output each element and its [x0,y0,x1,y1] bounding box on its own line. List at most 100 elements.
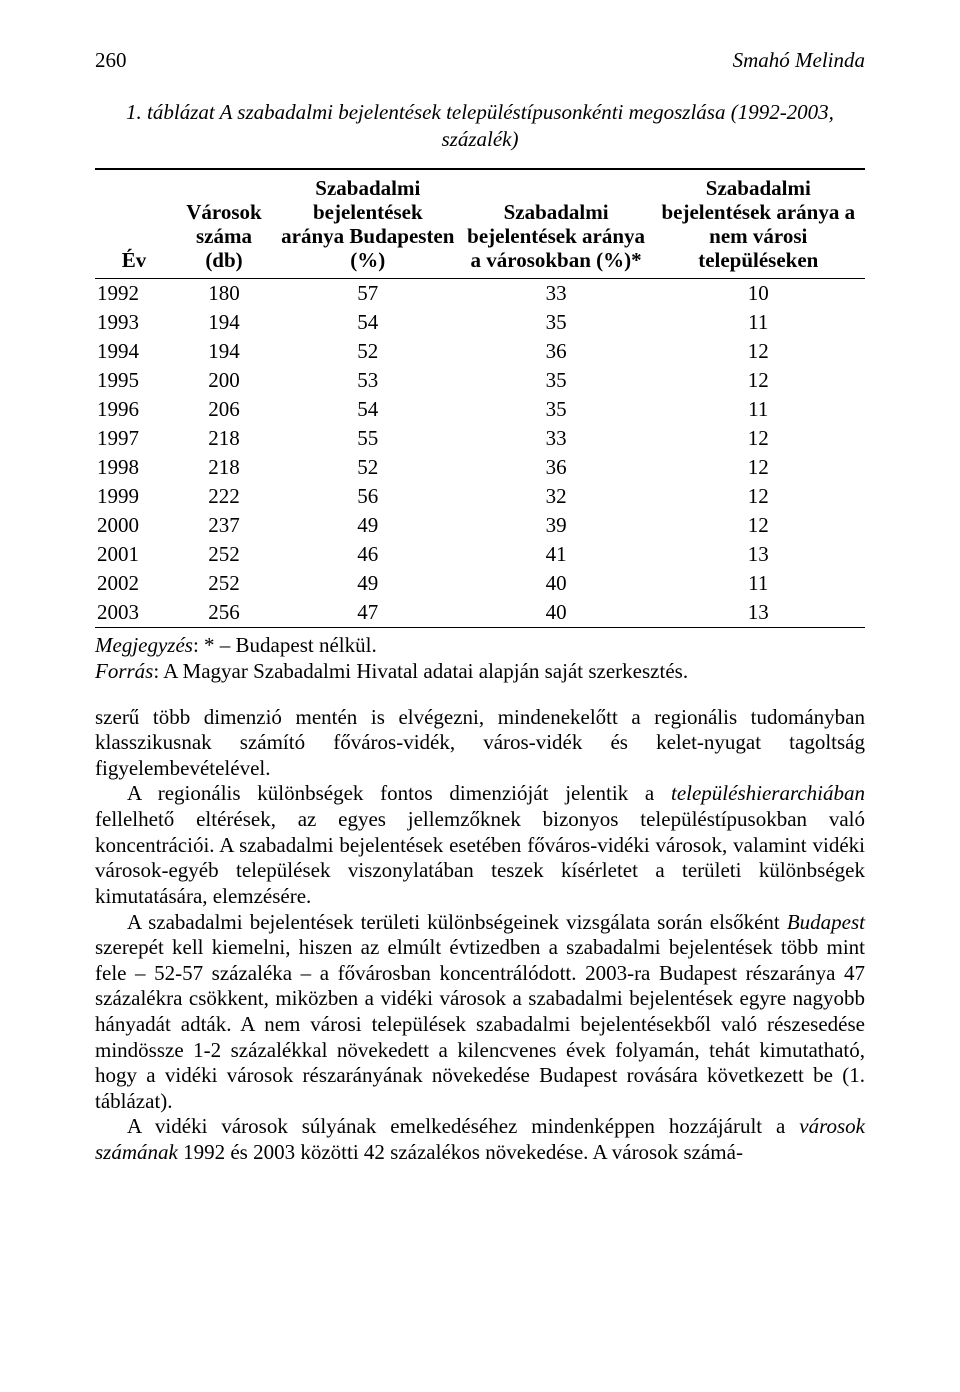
paragraph-3: A szabadalmi bejelentések területi külön… [95,910,865,1115]
table-cell: 52 [275,337,461,366]
p2-emph: településhierarchiában [671,781,865,805]
table-cell: 11 [652,569,865,598]
table-cell: 237 [173,511,275,540]
paragraph-4: A vidéki városok súlyának emelkedéséhez … [95,1114,865,1165]
note-label: Megjegyzés [95,633,193,657]
table-row: 1999222563212 [95,482,865,511]
table-cell: 40 [461,569,652,598]
body-text: szerű több dimenzió mentén is elvégezni,… [95,705,865,1166]
table-cell: 13 [652,598,865,628]
table-cell: 1997 [95,424,173,453]
table-cell: 222 [173,482,275,511]
p2-part-b: fellelhető eltérések, az egyes jellemzők… [95,807,865,908]
paragraph-1: szerű több dimenzió mentén is elvégezni,… [95,705,865,782]
table-cell: 33 [461,279,652,309]
table-cell: 206 [173,395,275,424]
data-table: Év Városok száma (db) Szabadalmi bejelen… [95,168,865,629]
p4-part-b: 1992 és 2003 közötti 42 százalékos növek… [178,1140,743,1164]
table-footnotes: Megjegyzés: * – Budapest nélkül. Forrás:… [95,632,865,685]
table-cell: 33 [461,424,652,453]
table-cell: 12 [652,366,865,395]
p2-part-a: A regionális különbségek fontos dimenzió… [127,781,671,805]
table-cell: 32 [461,482,652,511]
col-header-year: Év [95,169,173,279]
table-cell: 2002 [95,569,173,598]
p4-part-a: A vidéki városok súlyának emelkedéséhez … [127,1114,799,1138]
table-caption: 1. táblázat A szabadalmi bejelentések te… [95,99,865,154]
table-cell: 218 [173,453,275,482]
table-row: 1996206543511 [95,395,865,424]
table-cell: 13 [652,540,865,569]
table-header-row: Év Városok száma (db) Szabadalmi bejelen… [95,169,865,279]
table-cell: 1995 [95,366,173,395]
table-cell: 256 [173,598,275,628]
table-cell: 11 [652,395,865,424]
table-cell: 49 [275,511,461,540]
table-cell: 53 [275,366,461,395]
table-cell: 47 [275,598,461,628]
page-header: 260 Smahó Melinda [95,48,865,73]
table-cell: 218 [173,424,275,453]
table-cell: 52 [275,453,461,482]
table-cell: 54 [275,395,461,424]
col-header-bp: Szabadalmi bejelentések aránya Budapeste… [275,169,461,279]
table-cell: 1992 [95,279,173,309]
col-header-nem: Szabadalmi bejelentések aránya a nem vár… [652,169,865,279]
table-cell: 36 [461,453,652,482]
table-row: 2001252464113 [95,540,865,569]
table-cell: 2003 [95,598,173,628]
table-row: 2000237493912 [95,511,865,540]
p3-emph: Budapest [787,910,865,934]
col-header-var: Szabadalmi bejelentések aránya a városok… [461,169,652,279]
table-row: 1992180573310 [95,279,865,309]
table-cell: 12 [652,511,865,540]
table-row: 2003256474013 [95,598,865,628]
table-cell: 11 [652,308,865,337]
table-cell: 12 [652,453,865,482]
table-cell: 1993 [95,308,173,337]
table-cell: 1994 [95,337,173,366]
table-cell: 10 [652,279,865,309]
page-number: 260 [95,48,127,73]
table-cell: 57 [275,279,461,309]
table-cell: 39 [461,511,652,540]
table-cell: 200 [173,366,275,395]
table-cell: 35 [461,308,652,337]
table-row: 2002252494011 [95,569,865,598]
table-cell: 2001 [95,540,173,569]
table-cell: 36 [461,337,652,366]
table-cell: 1998 [95,453,173,482]
running-head: Smahó Melinda [733,48,865,73]
table-row: 1998218523612 [95,453,865,482]
table-cell: 35 [461,366,652,395]
table-cell: 12 [652,482,865,511]
table-cell: 49 [275,569,461,598]
table-row: 1995200533512 [95,366,865,395]
paragraph-2: A regionális különbségek fontos dimenzió… [95,781,865,909]
table-cell: 56 [275,482,461,511]
table-cell: 2000 [95,511,173,540]
table-cell: 46 [275,540,461,569]
table-cell: 54 [275,308,461,337]
table-cell: 35 [461,395,652,424]
table-cell: 194 [173,308,275,337]
table-row: 1993194543511 [95,308,865,337]
document-page: 260 Smahó Melinda 1. táblázat A szabadal… [0,0,960,1392]
table-cell: 55 [275,424,461,453]
p3-part-a: A szabadalmi bejelentések területi külön… [127,910,787,934]
table-cell: 252 [173,569,275,598]
col-header-cities: Városok száma (db) [173,169,275,279]
table-cell: 1996 [95,395,173,424]
table-source: Forrás: A Magyar Szabadalmi Hivatal adat… [95,658,865,684]
table-cell: 41 [461,540,652,569]
table-cell: 1999 [95,482,173,511]
table-note: Megjegyzés: * – Budapest nélkül. [95,632,865,658]
table-row: 1997218553312 [95,424,865,453]
table-cell: 12 [652,337,865,366]
table-row: 1994194523612 [95,337,865,366]
table-cell: 194 [173,337,275,366]
table-cell: 180 [173,279,275,309]
table-cell: 252 [173,540,275,569]
table-cell: 40 [461,598,652,628]
table-cell: 12 [652,424,865,453]
